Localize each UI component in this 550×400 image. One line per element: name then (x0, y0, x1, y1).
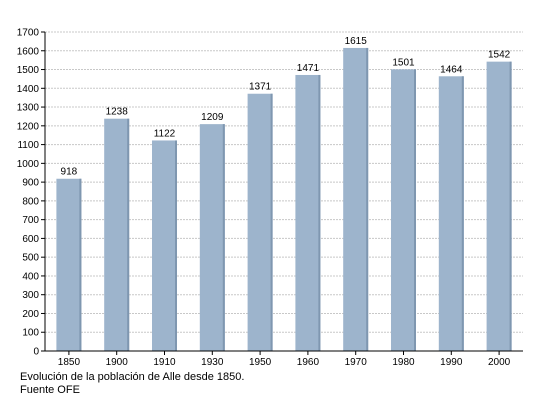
y-tick-label: 1400 (17, 84, 40, 95)
bar (486, 61, 512, 352)
data-label: 1209 (201, 112, 224, 123)
data-label: 1501 (392, 57, 415, 68)
chart-caption: Evolución de la población de Alle desde … (20, 371, 245, 383)
y-tick-label: 900 (22, 178, 39, 189)
x-tick-label: 1970 (345, 357, 368, 368)
y-tick-label: 100 (22, 328, 39, 339)
x-tick-label: 1960 (297, 357, 320, 368)
x-tick-label: 1900 (106, 357, 129, 368)
bar-shade (414, 69, 416, 351)
data-label: 1542 (488, 50, 511, 61)
data-label: 1238 (106, 107, 129, 118)
y-tick-label: 1100 (17, 140, 39, 151)
bar (104, 118, 130, 352)
bar (438, 76, 464, 352)
bar (199, 124, 225, 351)
y-tick-labels: 0 100 200 300 400 500 600 700 800 900 1000 1100 1200… (17, 28, 45, 358)
data-labels: 918 1238 1122 1209 1371 1471 1615 1501 1464 1542 (61, 36, 511, 178)
x-tick-label: 1850 (58, 357, 81, 368)
y-tick-label: 600 (22, 234, 39, 245)
data-label: 1471 (297, 63, 320, 74)
y-tick-label: 500 (22, 253, 39, 264)
x-tick-label: 2000 (488, 357, 511, 368)
x-tick-label: 1950 (249, 357, 272, 368)
y-tick-label: 300 (22, 290, 39, 301)
data-label: 918 (61, 167, 78, 178)
x-tick-label: 1910 (153, 357, 176, 368)
y-tick-label: 1000 (17, 159, 40, 170)
y-tick-label: 1700 (17, 28, 40, 39)
chart-source: Fuente OFE (20, 384, 80, 396)
bar-shade (270, 93, 273, 351)
bar (152, 140, 177, 351)
bar-shade (366, 47, 369, 351)
x-tick-label: 1990 (440, 357, 463, 368)
y-tick-label: 800 (22, 196, 39, 207)
x-tick-labels: 1850 1900 1910 1930 1950 1960 1970 1980 1990 2000 (58, 351, 511, 368)
y-tick-label: 1200 (17, 121, 40, 132)
data-label: 1371 (249, 82, 272, 93)
y-tick-label: 200 (22, 309, 39, 320)
bar (56, 178, 82, 351)
bars (56, 47, 512, 352)
bar-shade (461, 76, 464, 352)
bar-shade (318, 74, 321, 351)
y-tick-label: 700 (22, 215, 39, 226)
y-tick-label: 1500 (17, 65, 40, 76)
bar-shade (222, 124, 225, 351)
bar (295, 74, 321, 351)
data-label: 1122 (154, 128, 176, 139)
data-label: 1464 (440, 64, 463, 75)
x-tick-label: 1930 (201, 357, 224, 368)
y-tick-label: 1300 (17, 103, 40, 114)
axes (44, 32, 523, 352)
bar (391, 69, 416, 351)
bar-shade (127, 118, 130, 352)
y-tick-label: 0 (33, 347, 39, 358)
y-tick-label: 400 (22, 271, 39, 282)
bar (343, 47, 369, 351)
data-label: 1615 (345, 36, 368, 47)
bar-shade (175, 140, 177, 351)
bar-shade (79, 178, 82, 351)
bar (247, 93, 273, 351)
bar-shade (509, 61, 512, 352)
y-tick-label: 1600 (17, 46, 40, 57)
x-tick-label: 1980 (392, 357, 415, 368)
